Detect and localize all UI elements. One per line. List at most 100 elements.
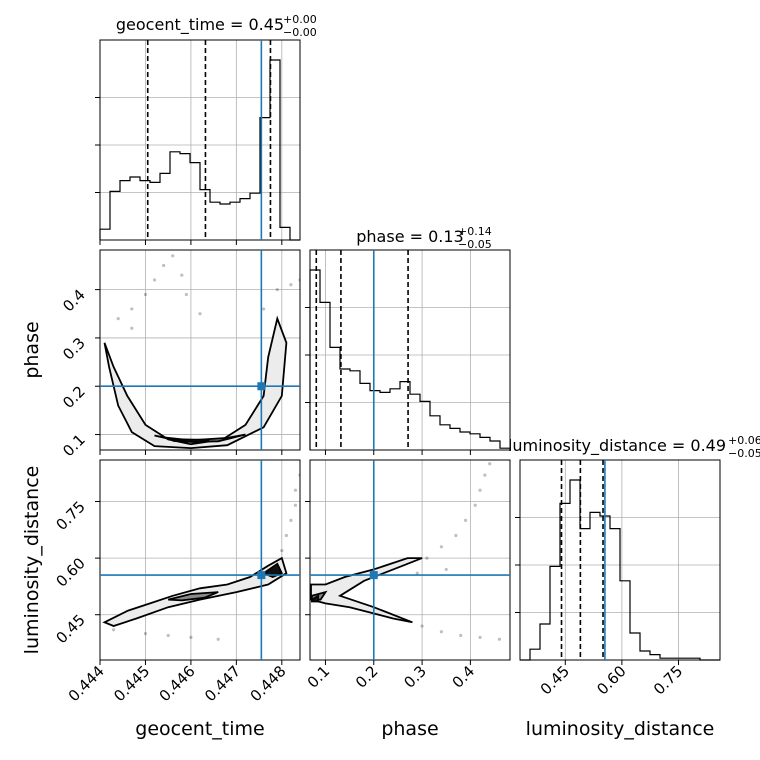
title-luminosity-distance-sup: +0.06 <box>728 434 760 447</box>
scatter-point <box>439 545 444 549</box>
scatter-point <box>420 624 424 628</box>
scatter-point <box>116 316 120 321</box>
scatter-point <box>198 312 202 316</box>
scatter-point <box>289 518 293 522</box>
tick-label-y-phase: 0.2 <box>59 382 89 412</box>
histogram-step-geocent-time <box>99 59 300 241</box>
contour-outer <box>102 556 288 627</box>
tick-label-x-geocent-time: 0.447 <box>201 662 244 705</box>
tick-label-x-luminosity-distance: 0.75 <box>650 662 686 698</box>
panel-geocent-time-vs-luminosity-distance <box>95 459 301 665</box>
panel-content <box>100 460 300 660</box>
tick-label-x-geocent-time: 0.446 <box>156 662 199 705</box>
histogram-luminosity-distance <box>515 459 721 665</box>
scatter-point <box>162 263 166 268</box>
contour-inner <box>167 591 219 602</box>
scatter-point <box>298 473 300 477</box>
tick-label-y-luminosity-distance: 0.60 <box>52 554 88 590</box>
scatter-point <box>262 307 266 311</box>
scatter-point <box>171 254 175 258</box>
scatter-point <box>112 628 116 632</box>
panel-geocent-time-vs-phase <box>95 249 301 455</box>
title-luminosity-distance: luminosity_distance = 0.49 <box>508 436 726 456</box>
xlabel-phase: phase <box>381 718 438 740</box>
scatter-point <box>143 292 148 297</box>
title-geocent-time: geocent_time = 0.45 <box>116 15 284 35</box>
title-geocent-time-sub: −0.00 <box>283 26 317 39</box>
scatter-point <box>152 278 157 282</box>
tick-label-y-luminosity-distance: 0.75 <box>52 498 88 534</box>
scatter-point <box>293 488 298 492</box>
tick-label-x-luminosity-distance: 0.60 <box>593 662 629 698</box>
title-phase-sup: +0.14 <box>458 225 492 238</box>
scatter-point <box>497 637 501 641</box>
axes-frame <box>309 459 511 661</box>
title-geocent-time-sup: +0.00 <box>283 13 317 26</box>
contour-outer <box>103 315 288 450</box>
tick-label-y-phase: 0.1 <box>59 431 89 461</box>
tick-label-x-geocent-time: 0.448 <box>247 662 290 705</box>
scatter-point <box>298 278 300 282</box>
scatter-point <box>483 473 487 477</box>
xlabel-luminosity-distance: luminosity_distance <box>526 718 715 740</box>
scatter-point <box>275 288 279 292</box>
scatter-point <box>289 283 293 287</box>
panel-content <box>100 250 300 450</box>
title-phase-sub: −0.05 <box>458 238 492 251</box>
tick-label-x-phase: 0.1 <box>304 662 334 692</box>
scatter-point <box>143 631 148 636</box>
tick-label-y-phase: 0.4 <box>59 286 89 316</box>
scatter-point <box>130 326 134 330</box>
truth-marker <box>257 382 266 391</box>
title-geocent-time-main: geocent_time = 0.45 <box>116 15 284 35</box>
axes-frame <box>99 459 301 661</box>
density-core <box>172 438 210 444</box>
scatter-point <box>284 533 288 538</box>
scatter-point <box>166 633 170 638</box>
histogram-step-luminosity-distance <box>520 479 720 661</box>
scatter-point <box>478 635 482 639</box>
scatter-point <box>444 567 448 572</box>
scatter-point <box>415 571 419 575</box>
truth-marker <box>369 571 378 580</box>
title-phase: phase = 0.13 <box>356 227 463 246</box>
scatter-point <box>473 503 477 507</box>
panel-phase-vs-luminosity-distance <box>305 459 511 665</box>
truth-marker <box>257 571 266 580</box>
tick-label-y-phase: 0.3 <box>59 334 89 364</box>
tick-label-x-phase: 0.4 <box>449 662 479 692</box>
axes-frame <box>519 459 721 661</box>
tick-label-x-phase: 0.3 <box>400 662 430 692</box>
scatter-point <box>280 548 284 553</box>
density-core <box>310 594 320 603</box>
histogram-step-phase <box>309 269 511 450</box>
scatter-point <box>425 556 429 560</box>
scatter-point <box>216 637 220 641</box>
title-luminosity-distance-sub: −0.05 <box>728 447 760 460</box>
axes-frame <box>99 39 301 241</box>
tick-label-x-geocent-time: 0.444 <box>65 662 108 705</box>
scatter-point <box>180 273 184 277</box>
tick-label-x-luminosity-distance: 0.45 <box>537 662 573 698</box>
scatter-point <box>463 518 468 522</box>
scatter-point <box>189 635 193 639</box>
scatter-point <box>459 633 463 638</box>
scatter-point <box>478 488 482 492</box>
axes-frame <box>99 249 301 451</box>
histogram-geocent-time <box>95 39 301 245</box>
ylabel-phase: phase <box>21 321 43 378</box>
panels: 0.444 0.445 0.446 0.447 0.448 0.1 0.2 0.3 0.4 0.4… <box>52 39 721 705</box>
panel-content <box>310 460 510 660</box>
tick-label-x-phase: 0.2 <box>352 662 382 692</box>
xlabel-geocent-time: geocent_time <box>135 718 264 740</box>
scatter-point <box>488 462 492 466</box>
scatter-point <box>454 533 458 538</box>
scatter-point <box>439 630 444 634</box>
tick-label-x-geocent-time: 0.445 <box>110 662 153 705</box>
histogram-phase <box>305 249 511 455</box>
scatter-point <box>293 503 298 507</box>
tick-label-y-luminosity-distance: 0.45 <box>52 611 88 647</box>
contour-outer <box>310 557 423 624</box>
scatter-point <box>130 307 134 311</box>
